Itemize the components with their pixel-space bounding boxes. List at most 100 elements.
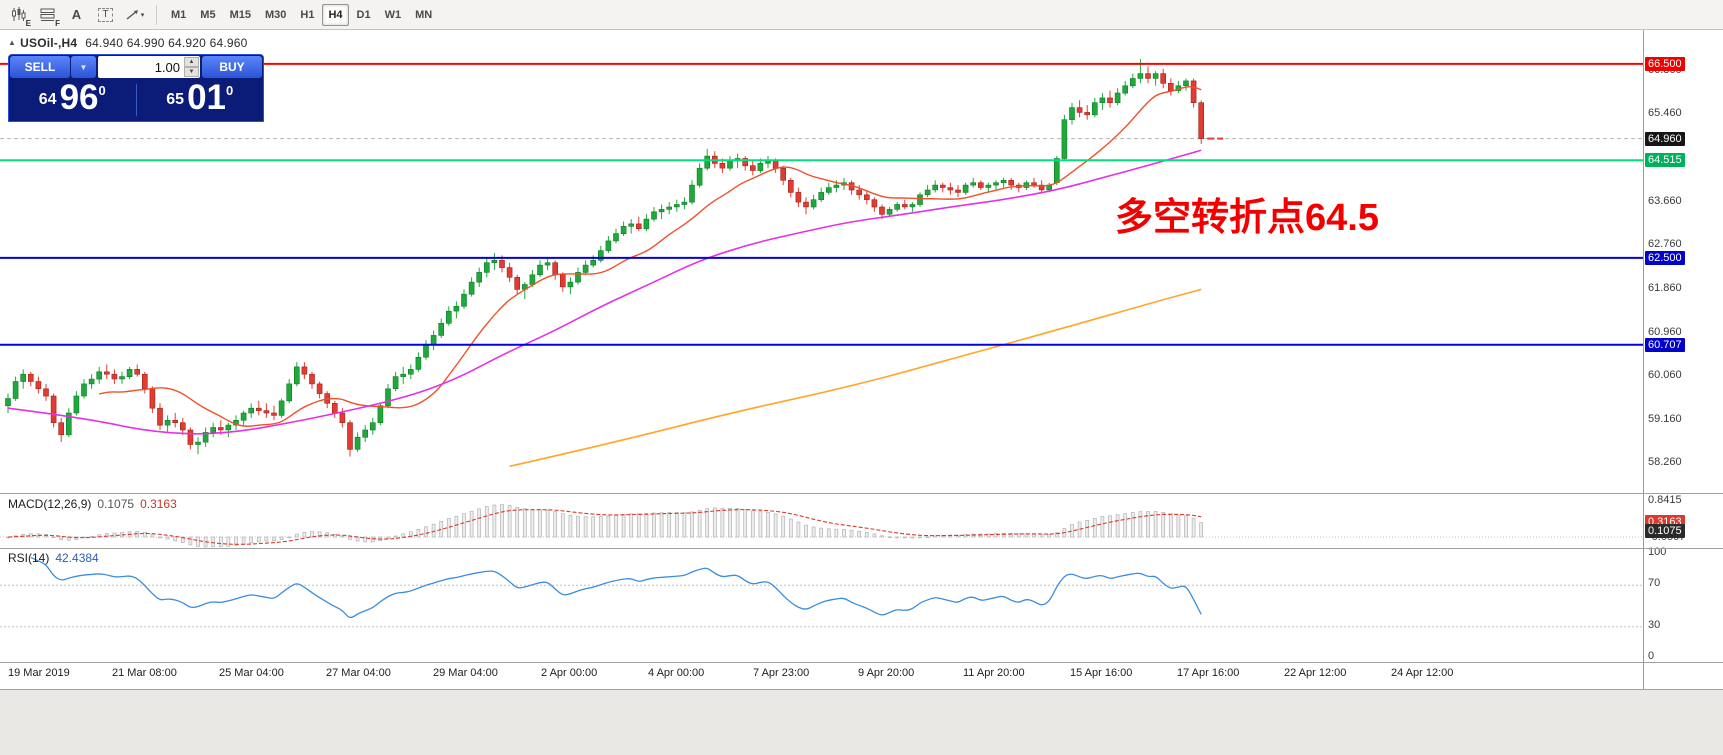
time-axis-label: 25 Mar 04:00 xyxy=(219,667,284,679)
draw-arrow-tool-icon[interactable]: ▾ xyxy=(121,3,148,27)
timeframe-m1-button[interactable]: M1 xyxy=(171,8,187,21)
candles xyxy=(5,59,1204,457)
timeframe-h1-button[interactable]: H1 xyxy=(300,8,315,21)
time-axis-label: 7 Apr 23:00 xyxy=(753,667,810,679)
time-axis-label: 19 Mar 2019 xyxy=(8,667,70,679)
price-axis-badge-64.960: 64.960 xyxy=(1645,131,1685,146)
timeframe-h4-button[interactable]: H4 xyxy=(322,3,349,26)
time-axis-label: 24 Apr 12:00 xyxy=(1391,667,1454,679)
rsi-axis-0: 0 xyxy=(1648,650,1655,662)
volume-decrease-button[interactable]: ▼ xyxy=(184,67,199,77)
price-axis-label: 65.460 xyxy=(1648,107,1682,120)
price-axis-label: 59.160 xyxy=(1648,412,1682,425)
ohlc-values: 64.940 64.990 64.920 64.960 xyxy=(85,36,248,50)
macd-signal-value: 0.3163 xyxy=(140,497,177,511)
chart-title: ▲ USOil-,H4 64.940 64.990 64.920 64.960 xyxy=(8,36,248,50)
trade-panel-top-row: SELL ▼ ▲ ▼ BUY xyxy=(9,55,263,79)
timeframe-buttons-group: M1 M5 M15 M30 H1 H4 D1 W1 MN xyxy=(164,3,439,26)
timeframe-m15-button[interactable]: M15 xyxy=(229,8,251,21)
boxed-t-glyph: T xyxy=(98,7,113,22)
indicator-window-icon[interactable]: F xyxy=(34,3,61,28)
arrow-line-glyph xyxy=(126,10,138,20)
timeframe-mn-button[interactable]: MN xyxy=(415,8,433,21)
timeframe-w1-button[interactable]: W1 xyxy=(384,8,402,21)
volume-spinner: ▲ ▼ xyxy=(184,57,199,77)
volume-increase-button[interactable]: ▲ xyxy=(184,57,199,67)
macd-main-value: 0.1075 xyxy=(97,497,135,511)
sell-button[interactable]: SELL xyxy=(10,56,70,78)
timeframe-d1-button[interactable]: D1 xyxy=(356,8,371,21)
candlestick-tool-icon[interactable]: E xyxy=(5,3,32,28)
one-click-toggle-icon[interactable]: ▲ xyxy=(8,38,17,47)
time-axis-label: 9 Apr 20:00 xyxy=(858,667,915,679)
trade-panel-dropdown-button[interactable]: ▼ xyxy=(71,56,96,78)
time-axis-label: 2 Apr 00:00 xyxy=(541,667,598,679)
ask-price-big: 01 xyxy=(187,77,226,117)
main-chart-area: 多空转折点64.5 xyxy=(0,30,1643,493)
time-axis-label: 22 Apr 12:00 xyxy=(1284,667,1347,679)
volume-input[interactable] xyxy=(98,59,200,75)
price-axis-badge-66.500: 66.500 xyxy=(1645,56,1685,71)
rsi-panel-separator xyxy=(0,548,1723,549)
letter-a-glyph: A xyxy=(71,7,82,22)
rsi-title: RSI(14) xyxy=(8,551,50,565)
rsi-axis-100: 100 xyxy=(1648,546,1667,558)
timeframe-m5-button[interactable]: M5 xyxy=(200,8,216,21)
time-axis-label: 17 Apr 16:00 xyxy=(1177,667,1240,679)
text-tool-icon[interactable]: A xyxy=(63,3,90,27)
buy-button[interactable]: BUY xyxy=(202,56,262,78)
rsi-axis-30: 30 xyxy=(1648,619,1661,631)
macd-label: MACD(12,26,9) 0.1075 0.3163 xyxy=(8,497,177,511)
ask-price-display: 65 01 0 xyxy=(137,77,264,117)
rsi-svg xyxy=(0,556,1643,628)
bid-price-small: 64 xyxy=(38,91,57,109)
price-axis-label: 61.860 xyxy=(1648,281,1682,294)
trade-panel-divider xyxy=(135,83,137,116)
price-axis-badge-64.515: 64.515 xyxy=(1645,153,1685,168)
bid-price-sup: 0 xyxy=(98,82,106,98)
ask-price-small: 65 xyxy=(166,91,185,109)
price-axis-label: 58.260 xyxy=(1648,456,1682,469)
macd-signal-line xyxy=(7,509,1202,545)
rsi-label: RSI(14) 42.4384 xyxy=(8,551,99,565)
time-axis-label: 4 Apr 00:00 xyxy=(648,667,705,679)
macd-svg xyxy=(0,504,1643,548)
toolbar: E F A T ▾ M1 M5 M15 M30 H1 H4 D1 W1 MN xyxy=(0,0,1723,30)
price-axis-badge-60.707: 60.707 xyxy=(1645,337,1685,352)
ma-fast-line xyxy=(99,85,1202,427)
macd-histogram xyxy=(6,504,1204,548)
rsi-value: 42.4384 xyxy=(55,551,99,565)
window-bottom-separator xyxy=(0,689,1723,690)
macd-title: MACD(12,26,9) xyxy=(8,497,92,511)
ma-mid-line xyxy=(7,149,1202,435)
toolbar-separator xyxy=(156,4,157,25)
time-axis-label: 21 Mar 08:00 xyxy=(112,667,177,679)
macd-axis-max-label: 0.8415 xyxy=(1648,494,1682,506)
price-axis-separator xyxy=(1643,30,1644,689)
bottom-empty-strip xyxy=(0,690,1723,755)
time-axis-label: 15 Apr 16:00 xyxy=(1070,667,1133,679)
time-axis-separator xyxy=(0,662,1723,663)
symbol-period-label: USOil-,H4 xyxy=(20,36,78,50)
timeframe-m30-button[interactable]: M30 xyxy=(264,8,287,21)
main-chart-svg: 多空转折点64.5 xyxy=(0,59,1643,468)
time-axis-label: 27 Mar 04:00 xyxy=(326,667,391,679)
ma-slow-line xyxy=(509,288,1202,468)
price-axis-label: 63.660 xyxy=(1648,194,1682,207)
bid-price-big: 96 xyxy=(59,77,99,117)
chart-annotation-text: 多空转折点64.5 xyxy=(1115,197,1379,239)
toolbar-tools-group: E F A T ▾ xyxy=(4,3,149,28)
price-axis-label: 60.060 xyxy=(1648,369,1682,382)
bid-price-display: 64 96 0 xyxy=(9,77,136,117)
macd-main-badge: 0.1075 xyxy=(1645,524,1685,538)
price-axis-label: 62.760 xyxy=(1648,238,1682,251)
price-axis-badge-62.500: 62.500 xyxy=(1645,250,1685,265)
macd-panel-separator xyxy=(0,493,1723,494)
macd-panel-area xyxy=(0,494,1643,548)
trade-panel-prices: 64 96 0 65 01 0 xyxy=(9,79,263,120)
ask-price-sup: 0 xyxy=(226,82,234,98)
rsi-panel-area xyxy=(0,549,1643,662)
label-tool-icon[interactable]: T xyxy=(92,3,119,27)
volume-field-wrap: ▲ ▼ xyxy=(98,56,200,78)
